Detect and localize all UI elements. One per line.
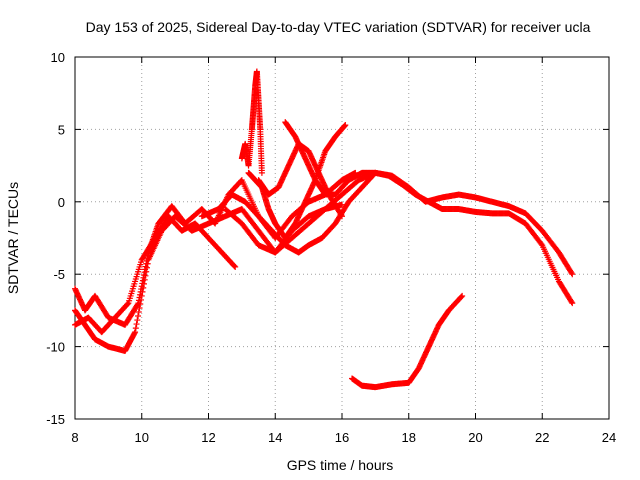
data-point [135,309,142,316]
data-point [232,263,239,270]
data-point [133,321,140,328]
chart-title: Day 153 of 2025, Sidereal Day-to-day VTE… [86,19,591,35]
data-point [135,313,142,320]
x-tick-label: 14 [268,430,282,445]
x-tick-label: 12 [201,430,215,445]
data-point [538,241,545,248]
series-spike [238,68,265,176]
data-point [339,201,345,208]
y-tick-label: -5 [53,267,65,282]
data-point [459,292,466,299]
x-tick-label: 16 [335,430,349,445]
data-points [72,68,576,391]
data-point [342,122,349,129]
x-tick-label: 20 [468,430,482,445]
data-point [339,213,345,220]
data-point [458,293,465,300]
y-tick-label: 5 [58,122,65,137]
x-tick-label: 8 [71,430,78,445]
y-tick-label: 0 [58,195,65,210]
x-tick-label: 10 [135,430,149,445]
data-point [569,271,576,278]
x-tick-label: 24 [602,430,616,445]
plot-frame [74,56,610,420]
x-tick-label: 18 [402,430,416,445]
y-tick-label: -15 [46,412,65,427]
y-tick-labels: 10 5 0 -5 -10 -15 [46,50,65,427]
data-point [132,325,139,332]
data-point [568,298,575,305]
y-tick-label: 10 [51,50,65,65]
x-tick-label: 22 [535,430,549,445]
data-point [134,301,141,308]
series-track-5 [222,169,576,278]
data-point [231,263,238,270]
y-tick-label: -10 [46,340,65,355]
data-point [569,300,576,307]
y-axis-label: SDTVAR / TECUs [5,182,21,294]
data-point [134,317,141,324]
series-track-9 [349,292,466,391]
series-track-3 [72,213,239,336]
series-track-4 [198,169,576,307]
data-point [568,269,575,276]
data-point [372,169,379,176]
x-tick-labels: 8 10 12 14 16 18 20 22 24 [71,430,616,445]
data-point [124,300,131,307]
x-axis-label: GPS time / hours [287,457,394,473]
data-point [258,169,265,176]
series-track-8 [282,119,379,198]
data-point [132,329,139,336]
data-point [338,212,345,219]
